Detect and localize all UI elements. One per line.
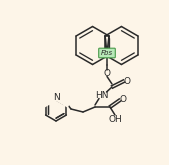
Text: Fbs: Fbs bbox=[101, 50, 113, 56]
Text: O: O bbox=[119, 95, 127, 103]
Text: O: O bbox=[103, 68, 111, 78]
Text: O: O bbox=[124, 77, 131, 85]
Text: OH: OH bbox=[108, 115, 122, 123]
Text: HN: HN bbox=[95, 90, 109, 99]
FancyBboxPatch shape bbox=[99, 48, 115, 58]
Text: N: N bbox=[53, 93, 59, 101]
